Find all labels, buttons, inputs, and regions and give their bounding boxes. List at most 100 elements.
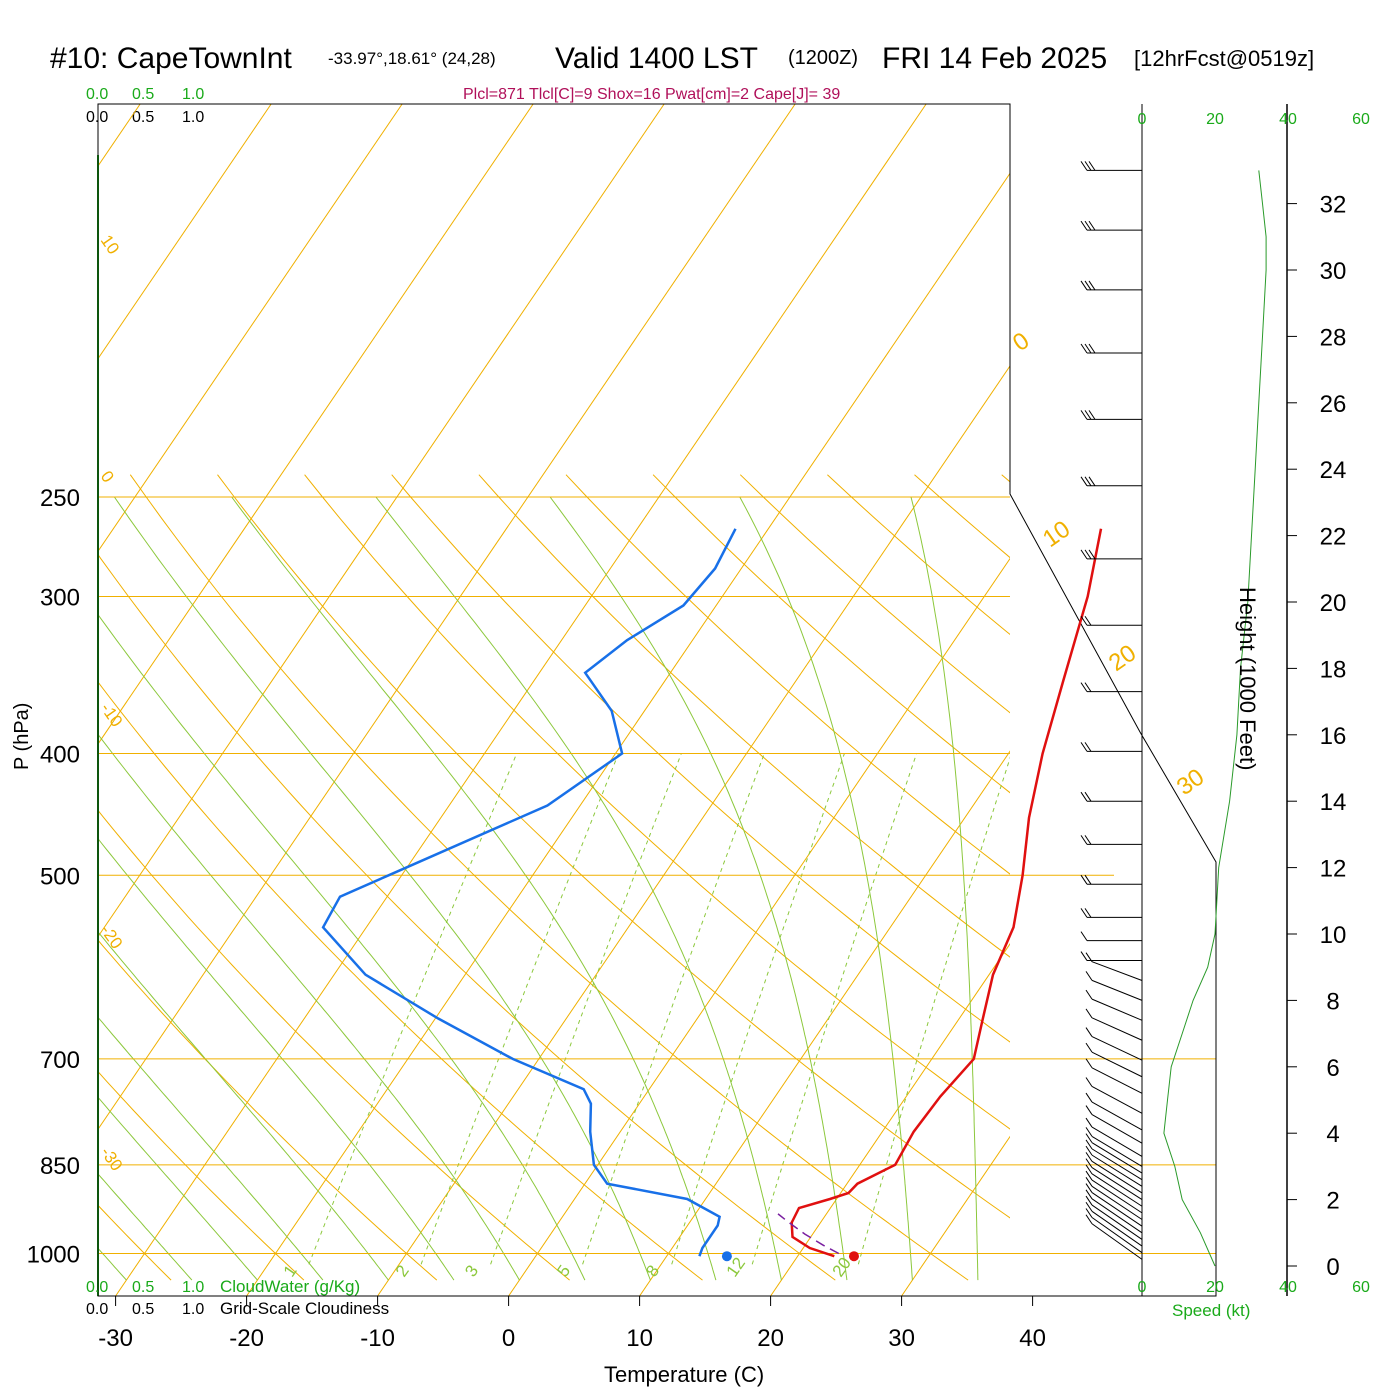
wind-barb xyxy=(1080,951,1142,962)
profiles xyxy=(321,528,1103,1262)
isobar-lines xyxy=(98,496,1216,1254)
wind-barb-feather xyxy=(1088,220,1096,231)
wind-barb-staff xyxy=(1091,1210,1143,1247)
wind-barb-feather xyxy=(1080,682,1088,692)
wind-barb xyxy=(1085,1152,1143,1194)
wind-barb-feather xyxy=(1085,1164,1093,1175)
dry-adiabat-line xyxy=(217,474,1010,1219)
wind-barb-feather xyxy=(1085,1092,1093,1103)
wind-barb-feather xyxy=(1085,1077,1093,1087)
wind-barb-feather xyxy=(1080,615,1088,626)
wind-barb xyxy=(1085,1058,1143,1094)
wind-barb-feather xyxy=(1085,1105,1093,1115)
moist-adiabat-line xyxy=(113,496,651,1281)
wind-barb xyxy=(1085,1139,1143,1181)
wind-barb xyxy=(1080,615,1142,626)
wind-barb-staff xyxy=(1091,1126,1143,1157)
temperature-tick-label: -10 xyxy=(360,1325,395,1352)
wind-barb xyxy=(1085,1177,1143,1220)
dry-adiabat-line xyxy=(98,1070,305,1281)
isotherm-line xyxy=(98,104,141,167)
cloud-tick-black-top: 1.0 xyxy=(182,109,204,126)
mixing-ratio-label: 8 xyxy=(642,1262,663,1281)
wind-barb xyxy=(1085,1133,1143,1174)
dewpoint-profile-line xyxy=(321,528,737,1257)
cloud-tick-black-top: 0.0 xyxy=(86,109,108,126)
wind-barb-feather xyxy=(1085,1189,1093,1200)
wind-barb-staff xyxy=(1091,1142,1143,1174)
speed-tick-bottom: 60 xyxy=(1352,1279,1370,1296)
wind-barb xyxy=(1080,791,1142,802)
isotherm-line xyxy=(98,104,403,553)
moist-adiabat-line xyxy=(98,837,455,1281)
wind-barb xyxy=(1085,1183,1143,1227)
pressure-tick-label: 850 xyxy=(40,1153,80,1180)
wind-barb xyxy=(1080,874,1142,885)
wind-barb-staff xyxy=(1091,1192,1143,1227)
isotherm-label: 0 xyxy=(1008,327,1034,357)
pressure-tick-label: 250 xyxy=(40,485,80,512)
cloud-tick-green-top: 0.5 xyxy=(132,86,154,103)
dry-adiabat-line xyxy=(1350,475,1400,1280)
wind-barb-feather xyxy=(1085,1042,1093,1053)
wind-barb-staff xyxy=(1091,1204,1143,1240)
forecast-run: [12hrFcst@0519z] xyxy=(1134,46,1314,71)
wind-barb-feather xyxy=(1080,280,1088,291)
wind-barb-staff xyxy=(1091,1217,1143,1254)
mixing-ratio-line xyxy=(420,753,619,1265)
moist-adiabat-line xyxy=(98,733,520,1281)
isotherm-label: -10 xyxy=(97,699,127,730)
height-tick-label: 16 xyxy=(1320,723,1347,750)
moist-adiabat-line xyxy=(98,931,389,1281)
pressure-ticks: 250 300 400 500 700 850 1000 xyxy=(27,485,80,1268)
wind-barb-feather xyxy=(1084,682,1092,692)
cloud-tick-green-top: 0.0 xyxy=(86,86,108,103)
wind-barb-staff xyxy=(1091,1036,1143,1061)
height-axis-title: Height (1000 Feet) xyxy=(1235,587,1260,770)
wind-barb-feather xyxy=(1080,835,1088,845)
forecast-date: FRI 14 Feb 2025 xyxy=(882,42,1107,75)
wind-barb-staff xyxy=(1091,1167,1143,1201)
moist-adiabat-line xyxy=(739,496,913,1281)
surface-temperature-marker xyxy=(848,1251,859,1262)
isotherm-line xyxy=(377,365,1010,1296)
wind-barb-staff xyxy=(1091,1086,1143,1114)
isotherm-label: 10 xyxy=(97,231,123,257)
temperature-tick-label: 10 xyxy=(626,1325,653,1352)
wind-barb-feather xyxy=(1080,791,1088,802)
speed-tick-top: 60 xyxy=(1352,111,1370,128)
wind-barb xyxy=(1085,1158,1143,1201)
parcel-path-line xyxy=(777,1213,840,1255)
wind-barb-feather xyxy=(1084,410,1092,420)
wind-barb-feather xyxy=(1085,1183,1093,1193)
height-tick-label: 22 xyxy=(1320,524,1347,551)
wind-barb-feather xyxy=(1085,1133,1093,1143)
height-tick-label: 6 xyxy=(1326,1055,1339,1082)
wind-barb-staff xyxy=(1091,1101,1143,1131)
pressure-tick-label: 500 xyxy=(40,863,80,890)
mixing-ratio-label: 5 xyxy=(553,1262,574,1281)
wind-barb xyxy=(1085,1145,1143,1187)
wind-barb-feather xyxy=(1084,908,1092,918)
dry-adiabat-line xyxy=(129,474,969,1281)
wind-barb-feather xyxy=(1085,1170,1093,1181)
cloud-scale-bottom: 0.0 0.5 1.0 CloudWater (g/Kg) 0.0 0.5 1.… xyxy=(86,1277,389,1318)
wind-barb-feather xyxy=(1088,343,1096,354)
wind-barb-feather xyxy=(1080,343,1088,354)
surface-dewpoint-marker xyxy=(721,1251,732,1262)
isotherm-line xyxy=(0,104,9,1296)
mixing-ratio-line xyxy=(490,753,682,1265)
wind-barb-feather xyxy=(1085,1177,1093,1187)
wind-barb xyxy=(1085,1170,1143,1214)
mixing-ratio-line xyxy=(857,756,1010,1265)
dry-adiabat-line xyxy=(391,474,1010,1043)
wind-barb-staff xyxy=(1091,1160,1143,1194)
dry-adiabat-lines xyxy=(98,474,1400,1281)
speed-tick-top: 40 xyxy=(1279,111,1297,128)
isotherm-line xyxy=(98,104,796,1131)
isotherm-line xyxy=(115,104,927,1296)
wind-barb-feather xyxy=(1080,410,1088,420)
zulu-time: (1200Z) xyxy=(788,47,858,69)
temperature-profile-line xyxy=(790,528,1103,1258)
